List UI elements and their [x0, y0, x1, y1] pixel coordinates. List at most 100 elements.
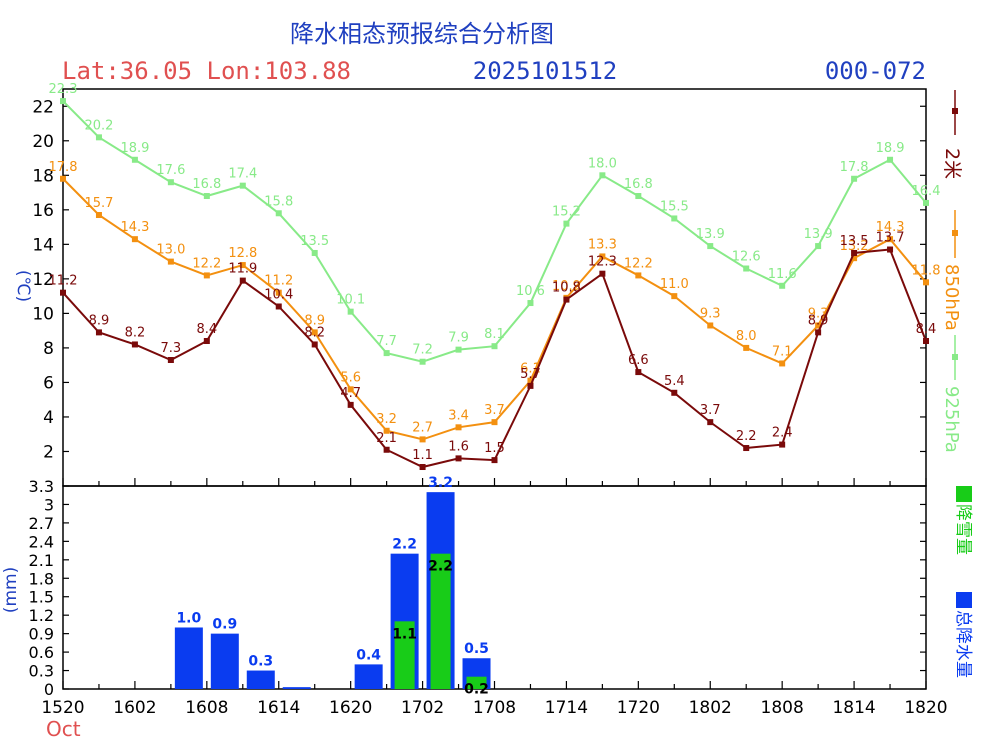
data-label-925hpa: 16.8 — [192, 177, 221, 192]
data-label-2m: 12.3 — [588, 255, 617, 270]
bar-total-precip — [282, 687, 311, 689]
data-label-850hpa: 14.3 — [120, 220, 149, 235]
data-label-2m: 11.2 — [49, 274, 78, 289]
data-label-850hpa: 13.3 — [588, 237, 617, 252]
bar-total-label: 0.5 — [464, 641, 489, 657]
point-2m — [923, 338, 929, 345]
point-2m — [95, 329, 102, 336]
bar-snow — [394, 621, 415, 689]
legend-925-marker — [952, 354, 958, 360]
point-850hpa — [60, 175, 66, 182]
data-label-925hpa: 13.5 — [300, 234, 329, 249]
data-label-850hpa: 10.9 — [552, 279, 581, 294]
point-850hpa — [311, 329, 318, 336]
data-label-925hpa: 16.8 — [624, 177, 653, 192]
precip-ytick-label: 0.9 — [29, 625, 54, 644]
data-label-850hpa: 3.4 — [448, 408, 469, 423]
point-850hpa — [851, 255, 858, 262]
data-label-925hpa: 11.6 — [768, 267, 797, 282]
point-2m — [383, 446, 390, 453]
xtick-label: 1520 — [41, 698, 84, 718]
x-axis: 1520 1602 1608 1614 1620 1702 1708 1714 1720 1802… — [41, 478, 948, 741]
precip-ytick-label: 2.4 — [29, 532, 54, 551]
point-850hpa — [203, 272, 210, 279]
temperature-series: 22.3 20.2 18.9 17.6 16.8 17.4 15.8 13.5 10.1 7.7 7… — [49, 82, 940, 471]
legend-925-label: 925hPa — [941, 386, 962, 453]
temp-ytick-label: 4 — [43, 408, 54, 428]
data-label-925hpa: 8.1 — [484, 327, 505, 342]
temp-ytick-label: 20 — [32, 132, 54, 152]
data-label-850hpa: 12.8 — [228, 246, 257, 261]
data-label-925hpa: 10.1 — [336, 293, 365, 308]
temp-ytick-label: 12 — [32, 270, 54, 290]
point-925hpa — [419, 358, 426, 365]
legend-850-label: 850hPa — [941, 264, 962, 331]
point-850hpa — [743, 344, 750, 351]
point-2m — [275, 303, 282, 310]
bar-total-precip — [354, 664, 383, 689]
temp-ytick-label: 18 — [32, 166, 54, 186]
point-925hpa — [347, 308, 354, 315]
xtick-label: 1708 — [473, 698, 516, 718]
point-2m — [527, 382, 534, 389]
point-2m — [455, 455, 462, 462]
data-label-850hpa: 15.7 — [84, 196, 113, 211]
point-925hpa — [311, 249, 318, 256]
point-925hpa — [491, 343, 498, 350]
point-850hpa — [239, 262, 246, 269]
precip-y-axis: 00.30.60.91.21.51.82.12.42.733.3 — [29, 477, 926, 699]
data-label-850hpa: 3.7 — [484, 403, 505, 418]
point-925hpa — [203, 193, 210, 200]
data-label-2m: 2.1 — [376, 431, 397, 446]
bar-total-label: 3.2 — [428, 475, 453, 491]
init-time-label: 2025101512 — [473, 57, 618, 85]
precip-ytick-label: 0.3 — [29, 662, 54, 681]
data-label-925hpa: 17.8 — [840, 160, 869, 175]
data-label-925hpa: 15.2 — [552, 205, 581, 220]
data-label-2m: 10.4 — [264, 287, 293, 302]
data-label-925hpa: 13.9 — [804, 227, 833, 242]
data-label-2m: 8.2 — [125, 325, 146, 340]
data-label-925hpa: 15.8 — [264, 194, 293, 209]
data-label-850hpa: 5.6 — [340, 370, 361, 385]
data-label-925hpa: 18.0 — [588, 156, 617, 171]
bar-total-label: 0.3 — [248, 654, 273, 670]
xtick-label: 1620 — [329, 698, 372, 718]
point-925hpa — [851, 175, 858, 182]
legend-2m-marker — [952, 108, 958, 114]
point-2m — [635, 369, 642, 376]
xtick-label: 1808 — [761, 698, 804, 718]
data-label-2m: 8.9 — [808, 313, 829, 328]
point-925hpa — [455, 346, 462, 353]
point-2m — [851, 249, 858, 256]
data-label-925hpa: 15.5 — [660, 199, 689, 214]
precip-ytick-label: 1.2 — [29, 606, 54, 625]
data-label-2m: 8.9 — [89, 313, 110, 328]
point-925hpa — [167, 179, 174, 186]
point-850hpa — [167, 258, 174, 265]
xtick-label: 1602 — [113, 698, 156, 718]
temp-ytick-label: 6 — [43, 373, 54, 393]
data-label-2m: 7.3 — [161, 341, 182, 356]
point-2m — [60, 289, 66, 296]
data-label-2m: 5.4 — [664, 374, 685, 389]
data-label-2m: 2.4 — [772, 426, 793, 441]
xtick-label: 1820 — [904, 698, 947, 718]
data-label-925hpa: 7.7 — [376, 334, 397, 349]
point-2m — [347, 401, 354, 408]
point-2m — [887, 246, 894, 253]
data-label-2m: 13.7 — [876, 231, 905, 246]
bar-snow — [466, 676, 487, 689]
temp-ytick-label: 2 — [43, 442, 54, 462]
point-850hpa — [635, 272, 642, 279]
precip-ytick-label: 3.3 — [29, 477, 54, 496]
point-850hpa — [599, 253, 606, 260]
data-label-925hpa: 17.6 — [156, 163, 185, 178]
point-2m — [239, 277, 246, 284]
temperature-y-axis: 2 4 6 8 10 12 14 16 18 20 22 — [32, 97, 926, 462]
point-850hpa — [923, 279, 929, 286]
data-label-2m: 1.1 — [412, 448, 433, 463]
point-850hpa — [779, 360, 786, 367]
data-label-850hpa: 13.0 — [156, 243, 185, 258]
